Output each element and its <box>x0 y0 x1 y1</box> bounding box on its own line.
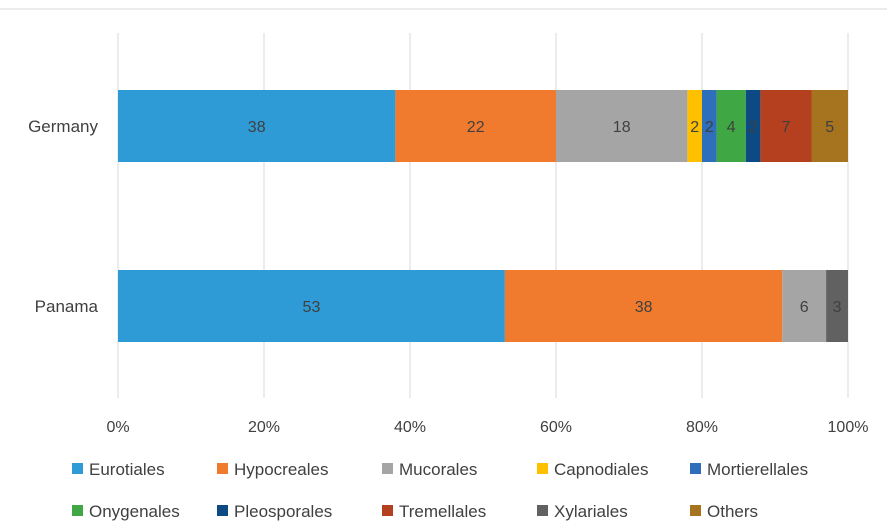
legend-swatch-eurotiales <box>72 463 83 474</box>
bar-segment-germany-mortierellales <box>702 90 717 162</box>
bar-segment-germany-pleosporales <box>745 90 761 162</box>
x-tick-label: 100% <box>828 419 869 436</box>
bar-segment-germany-capnodiales <box>687 90 702 162</box>
x-tick-label: 20% <box>248 419 280 436</box>
legend-swatch-hypocreales <box>217 463 228 474</box>
data-label: 18 <box>613 119 631 136</box>
x-tick-label: 80% <box>686 419 718 436</box>
legend-swatch-onygenales <box>72 505 83 516</box>
category-label-panama: Panama <box>35 297 99 316</box>
gridlines <box>117 33 849 398</box>
legend-label-mucorales: Mucorales <box>399 460 477 479</box>
data-label: 7 <box>781 119 790 136</box>
x-tick-labels: 0% 20% 40% 60% 80% 100% <box>106 419 868 436</box>
data-label: 4 <box>727 119 736 136</box>
bar-segment-panama-mucorales <box>782 270 827 342</box>
legend-swatch-pleosporales <box>217 505 228 516</box>
category-labels: Germany Panama <box>28 117 98 316</box>
bar-segment-germany-others <box>811 90 848 162</box>
data-label: 22 <box>467 119 485 136</box>
category-label-germany: Germany <box>28 117 98 136</box>
legend-label-mortierellales: Mortierellales <box>707 460 808 479</box>
bar-segment-germany-onygenales <box>716 90 746 162</box>
legend-label-onygenales: Onygenales <box>89 502 180 521</box>
bar-segment-panama-xylariales <box>826 270 848 342</box>
bar-segment-germany-mucorales <box>556 90 688 162</box>
legend-swatch-mortierellales <box>690 463 701 474</box>
bar-segment-panama-eurotiales <box>118 270 505 342</box>
legend-swatch-tremellales <box>382 505 393 516</box>
bars: 38 22 18 2 2 4 2 7 553 38 6 3 <box>118 90 848 342</box>
data-label: 53 <box>303 299 321 316</box>
bar-segment-panama-hypocreales <box>504 270 783 342</box>
data-label: 6 <box>800 299 809 316</box>
x-tick-label: 0% <box>106 419 129 436</box>
data-label: 2 <box>705 119 714 136</box>
legend-swatch-others <box>690 505 701 516</box>
legend-label-tremellales: Tremellales <box>399 502 486 521</box>
legend-label-hypocreales: Hypocreales <box>234 460 329 479</box>
legend-label-pleosporales: Pleosporales <box>234 502 332 521</box>
legend-label-xylariales: Xylariales <box>554 502 628 521</box>
data-label: 38 <box>248 119 266 136</box>
x-tick-label: 40% <box>394 419 426 436</box>
data-label: 38 <box>635 299 653 316</box>
legend: Eurotiales Hypocreales Mucorales Capnodiale… <box>72 460 808 521</box>
data-label: 2 <box>749 119 758 136</box>
data-label: 3 <box>833 299 842 316</box>
bar-segment-germany-eurotiales <box>118 90 396 162</box>
bar-segment-germany-tremellales <box>760 90 812 162</box>
legend-swatch-xylariales <box>537 505 548 516</box>
legend-label-capnodiales: Capnodiales <box>554 460 649 479</box>
legend-label-others: Others <box>707 502 758 521</box>
legend-swatch-mucorales <box>382 463 393 474</box>
legend-label-eurotiales: Eurotiales <box>89 460 165 479</box>
bar-segment-germany-hypocreales <box>395 90 556 162</box>
x-tick-label: 60% <box>540 419 572 436</box>
data-label: 5 <box>825 119 834 136</box>
legend-swatch-capnodiales <box>537 463 548 474</box>
data-label: 2 <box>690 119 699 136</box>
